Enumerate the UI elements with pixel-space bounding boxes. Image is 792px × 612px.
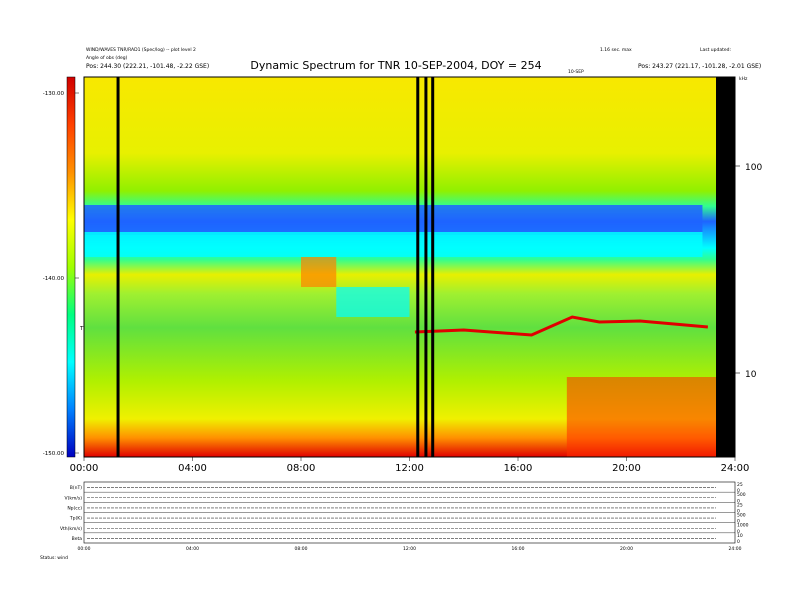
header-info-right1: 1.16 sec. max bbox=[600, 48, 632, 53]
date-label: 10-SEP bbox=[568, 70, 584, 75]
x-tick-label: 24:00 bbox=[721, 463, 750, 474]
x-tick-label: 04:00 bbox=[178, 463, 207, 474]
band-cyan bbox=[84, 232, 703, 257]
panel-label: Beta bbox=[72, 536, 83, 542]
panel-range-low: 0 bbox=[737, 539, 740, 545]
panel-x-tick-label: 04:00 bbox=[186, 546, 199, 552]
x-tick-label: 08:00 bbox=[287, 463, 316, 474]
panel-x-tick-label: 24:00 bbox=[729, 546, 742, 552]
colorbar bbox=[66, 76, 76, 458]
panel-label: Np(cc) bbox=[67, 505, 82, 511]
panel-range-low: 0 bbox=[737, 529, 740, 535]
data-gap-bar bbox=[716, 77, 735, 457]
panel-range-high: 1000 bbox=[737, 523, 749, 529]
panel-range-high: 10 bbox=[737, 533, 743, 539]
panel-range-low: 0 bbox=[737, 498, 740, 504]
plasma-segment bbox=[301, 257, 337, 287]
panel-label: Tp(K) bbox=[69, 516, 82, 522]
low-freq-burst bbox=[566, 377, 717, 457]
header-info-line1: WIND/WAVES TNR/RAD1 (Spec/log) -- plot l… bbox=[86, 48, 196, 53]
khz-label: kHz bbox=[739, 77, 748, 82]
panel-range-low: 0 bbox=[737, 509, 740, 515]
panel-range-high: 25 bbox=[737, 502, 743, 508]
data-gap-bar bbox=[431, 77, 435, 457]
colorbar-tick-label: -130.00 bbox=[43, 91, 65, 97]
x-tick-label: 12:00 bbox=[395, 463, 424, 474]
data-gap-bar bbox=[416, 77, 420, 457]
panel-range-high: 25 bbox=[737, 482, 743, 488]
header-info-line2: Angle of obs (deg) bbox=[86, 56, 128, 61]
panel-label: Vth(km/s) bbox=[60, 526, 82, 532]
header-info-right2: Last updated: bbox=[700, 48, 732, 53]
plasma-line bbox=[414, 315, 709, 337]
panel-x-tick-label: 00:00 bbox=[78, 546, 91, 552]
x-tick-label: 16:00 bbox=[504, 463, 533, 474]
x-tick-label: 20:00 bbox=[612, 463, 641, 474]
panel-x-tick-label: 20:00 bbox=[620, 546, 633, 552]
data-gap-bar bbox=[424, 77, 428, 457]
panel-range-low: 0 bbox=[737, 519, 740, 525]
panel-x-tick-label: 16:00 bbox=[512, 546, 525, 552]
panel-x-tick-label: 12:00 bbox=[403, 546, 416, 552]
panel-footer-label: Status: wind bbox=[40, 555, 68, 561]
data-gap-bar bbox=[116, 77, 120, 457]
band-blue bbox=[84, 205, 703, 235]
header-position-left: Pos: 244.30 (222.21, -101.48, -2.22 GSE) bbox=[86, 63, 210, 70]
colorbar-tick-label: -140.00 bbox=[43, 276, 65, 282]
chart-title: Dynamic Spectrum for TNR 10-SEP-2004, DO… bbox=[250, 59, 542, 72]
panel-range-high: 500 bbox=[737, 513, 746, 519]
header-position-right: Pos: 243.27 (221.17, -101.28, -2.01 GSE) bbox=[638, 63, 762, 70]
band-cyan-patch bbox=[336, 287, 410, 317]
y-right-tick-label: 10 bbox=[745, 370, 757, 380]
colorbar-tick-label: -150.00 bbox=[43, 451, 65, 457]
y-right-tick-label: 100 bbox=[745, 163, 762, 173]
panel-label: B(nT) bbox=[70, 485, 82, 491]
panel-range-low: 0 bbox=[737, 488, 740, 494]
panel-range-high: 500 bbox=[737, 492, 746, 498]
x-tick-label: 00:00 bbox=[70, 463, 99, 474]
panel-label: V(km/s) bbox=[65, 495, 83, 501]
panel-x-tick-label: 08:00 bbox=[295, 546, 308, 552]
